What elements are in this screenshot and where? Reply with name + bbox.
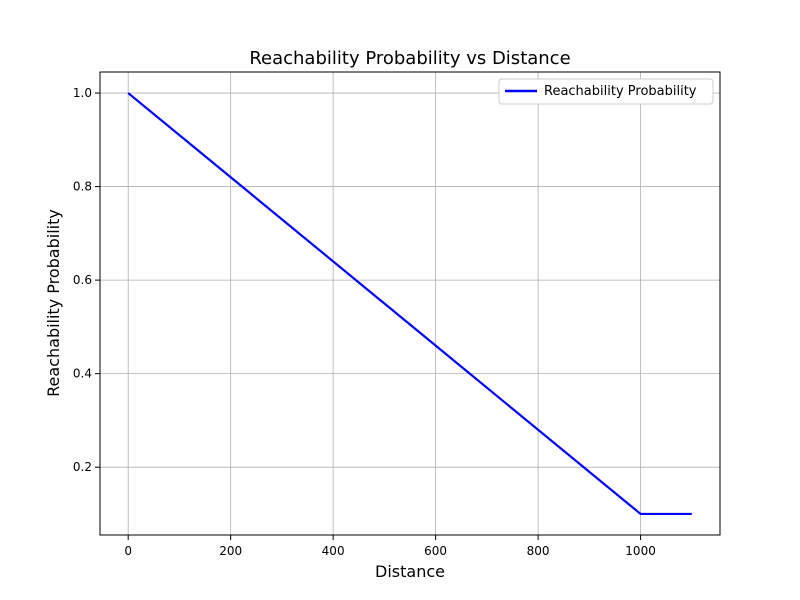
series-layer — [127, 92, 692, 516]
ticks: 0 200 400 600 800 1000 0.2 0.4 0.6 0.8 1.0 — [73, 86, 656, 558]
plot-area-frame — [99, 71, 721, 536]
y-tick-label: 1.0 — [73, 86, 92, 100]
x-axis-label: Distance — [375, 562, 445, 581]
y-tick-label: 0.4 — [73, 367, 92, 381]
legend-box — [498, 78, 714, 105]
chart-title: Reachability Probability vs Distance — [249, 48, 570, 69]
legend-label: Reachability Probability — [544, 84, 697, 99]
x-tick-label: 800 — [527, 544, 550, 558]
y-tick-label: 0.8 — [73, 180, 92, 194]
x-tick-label: 200 — [219, 544, 242, 558]
y-tick-label: 0.2 — [73, 460, 92, 474]
x-tick-label: 0 — [124, 544, 132, 558]
y-tick-label: 0.6 — [73, 273, 92, 287]
series-line — [127, 92, 692, 516]
x-tick-label: 1000 — [625, 544, 656, 558]
x-tick-label: 600 — [424, 544, 447, 558]
x-tick-label: 400 — [322, 544, 345, 558]
grid — [100, 72, 720, 535]
legend: Reachability Probability — [498, 78, 714, 105]
y-axis-label: Reachability Probability — [44, 209, 63, 397]
